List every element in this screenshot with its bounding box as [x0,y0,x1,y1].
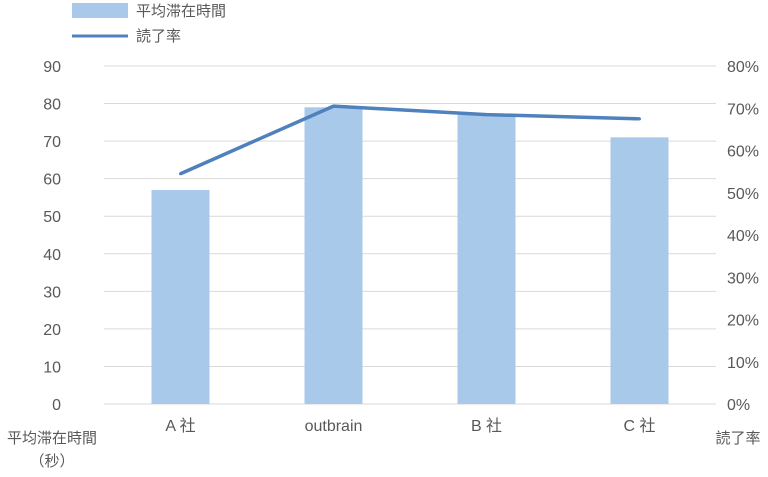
left-tick-label: 20 [43,322,61,339]
left-tick-label: 80 [43,97,61,114]
left-tick-label: 50 [43,209,61,226]
left-axis-title-line2: （秒） [29,453,74,470]
bar [610,137,669,404]
right-tick-label: 20% [727,313,759,330]
right-tick-label: 0% [727,397,750,414]
right-axis: 0% 10% 20% 30% 40% 50% 60% 70% 80% [727,59,759,414]
line-point [332,104,335,108]
right-tick-label: 10% [727,355,759,372]
right-axis-title: 読了率 [715,430,760,447]
left-axis: 0 10 20 30 40 50 60 70 80 90 [43,59,61,414]
right-tick-label: 60% [727,144,759,161]
left-tick-label: 10 [43,359,61,376]
line-point [179,172,182,176]
left-tick-label: 0 [52,397,61,414]
x-tick-label: B 社 [471,417,502,435]
legend-line-label: 読了率 [136,28,181,45]
left-tick-label: 40 [43,247,61,264]
right-tick-label: 50% [727,186,759,203]
x-axis: A 社 outbrain B 社 C 社 [165,417,655,435]
legend: 平均滞在時間 読了率 [72,3,226,45]
line-series [179,104,641,176]
legend-bar-label: 平均滞在時間 [136,3,226,20]
right-tick-label: 40% [727,228,759,245]
line-point [485,113,488,117]
bar-series [151,107,669,405]
right-tick-label: 80% [727,59,759,76]
left-tick-label: 30 [43,284,61,301]
left-axis-title-line1: 平均滞在時間 [7,430,97,447]
x-tick-label: C 社 [623,417,655,435]
line-point [638,117,641,121]
left-tick-label: 90 [43,59,61,76]
bar [304,107,363,405]
bar [151,189,210,404]
left-tick-label: 70 [43,134,61,151]
left-tick-label: 60 [43,172,61,189]
x-tick-label: outbrain [305,418,363,435]
x-tick-label: A 社 [165,417,195,435]
right-tick-label: 30% [727,270,759,287]
right-tick-label: 70% [727,101,759,118]
bar [457,114,516,405]
legend-bar-swatch [72,3,128,18]
line-path [179,104,640,176]
axis-titles: 平均滞在時間 （秒） 読了率 [7,430,761,470]
